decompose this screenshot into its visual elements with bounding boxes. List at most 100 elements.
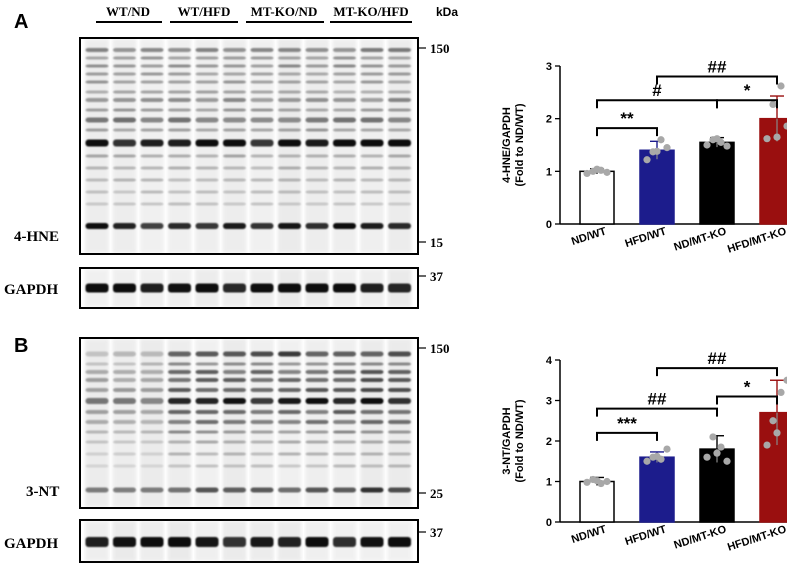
panel-letter-a: A bbox=[14, 11, 28, 33]
blot-4hne-band bbox=[305, 80, 329, 84]
blot-4hne-band bbox=[195, 108, 219, 112]
blot-4hne-band bbox=[388, 178, 411, 182]
data-point bbox=[713, 449, 721, 457]
data-point bbox=[723, 457, 731, 465]
blot-4hne bbox=[79, 37, 419, 255]
blot-gapdh-b-band bbox=[278, 537, 301, 547]
data-point bbox=[663, 445, 671, 453]
blot-3nt-band bbox=[360, 430, 384, 434]
blot-4hne-band bbox=[113, 202, 136, 206]
blot-4hne-band bbox=[223, 223, 246, 229]
blot-4hne-band bbox=[195, 166, 219, 170]
blot-3nt-band bbox=[278, 430, 301, 434]
blot-4hne-band bbox=[195, 80, 219, 84]
blot-4hne-band bbox=[305, 90, 329, 94]
significance-bracket bbox=[716, 99, 778, 109]
significance-bracket bbox=[596, 127, 658, 137]
blot-4hne-band bbox=[388, 139, 411, 147]
blot-4hne-band bbox=[278, 72, 301, 76]
blot-3nt-band bbox=[85, 410, 109, 414]
blot-3nt-band bbox=[223, 351, 246, 357]
blot-gapdh-b-band bbox=[388, 537, 411, 547]
blot-3nt-band bbox=[140, 487, 164, 493]
blot-4hne-band bbox=[85, 98, 109, 102]
blot-4hne-band bbox=[140, 80, 164, 84]
blot-4hne-band bbox=[388, 48, 411, 52]
blot-3nt-label: 3-NT bbox=[26, 484, 59, 500]
blot-gapdh-a-band bbox=[305, 283, 329, 293]
blot-3nt-band bbox=[333, 351, 356, 357]
blot-3nt-band bbox=[113, 362, 136, 366]
data-point bbox=[663, 144, 671, 152]
blot-4hne-band bbox=[333, 80, 356, 84]
blot-3nt-band bbox=[333, 452, 356, 456]
blot-4hne-band bbox=[140, 178, 164, 182]
blot-3nt-band bbox=[140, 398, 164, 404]
blot-3nt-band bbox=[85, 440, 109, 444]
blot-4hne-band bbox=[223, 90, 246, 94]
data-point bbox=[653, 452, 661, 460]
blot-3nt-band bbox=[333, 410, 356, 414]
blot-gapdh-b-band bbox=[223, 537, 246, 547]
blot-4hne-band bbox=[333, 56, 356, 60]
blot-4hne-band bbox=[388, 223, 411, 229]
blot-4hne-band bbox=[168, 56, 191, 60]
blot-4hne-band bbox=[168, 72, 191, 76]
blot-4hne-band bbox=[85, 139, 109, 147]
blot-4hne-band bbox=[168, 48, 191, 52]
blot-4hne-band bbox=[140, 166, 164, 170]
blot-4hne-band bbox=[140, 190, 164, 194]
blot-3nt-band bbox=[223, 410, 246, 414]
blot-4hne-band bbox=[250, 108, 274, 112]
blot-4hne-band bbox=[360, 48, 384, 52]
blot-4hne-band bbox=[250, 48, 274, 52]
blot-gapdh-b-band bbox=[333, 537, 356, 547]
blot-3nt-band bbox=[195, 452, 219, 456]
blot-4hne-band bbox=[333, 202, 356, 206]
blot-4hne-band bbox=[140, 48, 164, 52]
y-axis-label: 3-NT/GAPDH bbox=[501, 407, 513, 474]
blot-3nt-band bbox=[250, 398, 274, 404]
blot-3nt-band bbox=[140, 420, 164, 424]
blot-3nt-band bbox=[223, 487, 246, 493]
data-point bbox=[703, 453, 711, 461]
blot-3nt-band bbox=[195, 398, 219, 404]
y-axis-label: 4-HNE/GAPDH bbox=[501, 107, 513, 183]
blot-3nt-band bbox=[223, 440, 246, 444]
significance-label: # bbox=[652, 81, 662, 100]
data-point bbox=[769, 417, 777, 425]
data-point bbox=[717, 443, 725, 451]
blot-4hne-band bbox=[85, 128, 109, 132]
blot-4hne-band bbox=[85, 64, 109, 68]
category-label: HFD/WT bbox=[624, 523, 669, 548]
blot-gapdh-a-band bbox=[388, 283, 411, 293]
blot-4hne-band bbox=[168, 139, 191, 147]
blot-3nt-band bbox=[360, 440, 384, 444]
panel-letter-b: B bbox=[14, 335, 28, 357]
data-point bbox=[583, 478, 591, 486]
blot-4hne-band bbox=[333, 139, 356, 147]
blot-gapdh-b-band bbox=[85, 537, 109, 547]
blot-4hne-band bbox=[278, 117, 301, 123]
blot-3nt-band bbox=[223, 452, 246, 456]
blot-4hne-band bbox=[168, 178, 191, 182]
blot-3nt-band bbox=[113, 398, 136, 404]
blot-3nt-band bbox=[113, 440, 136, 444]
blot-4hne-band bbox=[223, 64, 246, 68]
blot-4hne-band bbox=[113, 154, 136, 158]
category-label: HFD/MT-KO bbox=[726, 225, 787, 255]
blot-4hne-band bbox=[168, 98, 191, 102]
blot-3nt-band bbox=[168, 362, 191, 366]
blot-4hne-band bbox=[388, 72, 411, 76]
significance-bracket bbox=[596, 407, 718, 417]
blot-3nt-band bbox=[305, 370, 329, 374]
blot-4hne-band bbox=[388, 202, 411, 206]
blot-4hne-band bbox=[85, 190, 109, 194]
blot-3nt-band bbox=[305, 351, 329, 357]
blot-3nt-band bbox=[250, 370, 274, 374]
blot-3nt-band bbox=[333, 420, 356, 424]
blot-4hne-band bbox=[305, 98, 329, 102]
blot-3nt-band bbox=[360, 410, 384, 414]
category-label: HFD/WT bbox=[624, 225, 669, 250]
blot-3nt-band bbox=[278, 452, 301, 456]
